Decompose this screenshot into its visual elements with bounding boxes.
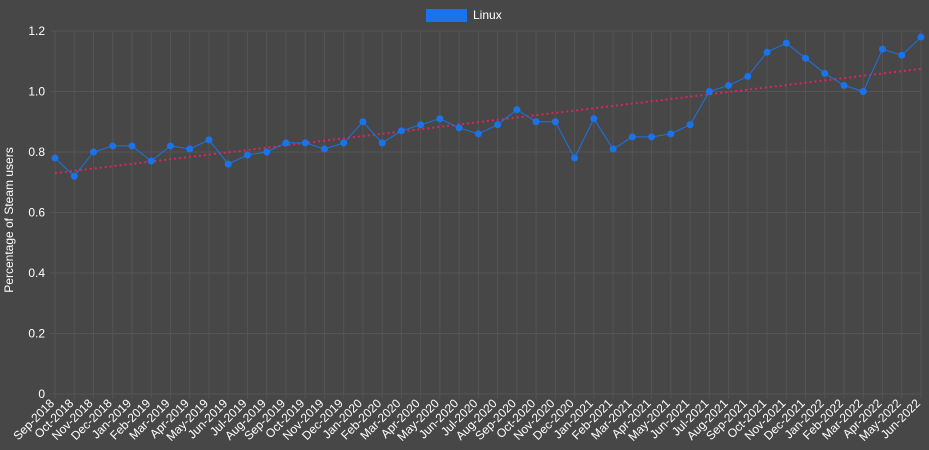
data-point[interactable] [147,157,155,165]
data-point[interactable] [417,121,425,129]
y-tick-label: 0 [38,387,45,401]
data-point[interactable] [186,145,194,153]
legend[interactable]: Linux [426,8,502,22]
data-point[interactable] [551,118,559,126]
y-tick-label: 1.0 [28,85,45,99]
y-tick-label: 0.6 [28,206,45,220]
data-point[interactable] [243,151,251,159]
data-point[interactable] [590,115,598,123]
data-point[interactable] [686,121,694,129]
data-point[interactable] [725,81,733,89]
data-point[interactable] [571,154,579,162]
data-point[interactable] [898,51,906,59]
data-point[interactable] [859,88,867,95]
legend-label-linux: Linux [473,8,502,22]
y-tick-label: 0.4 [28,266,45,280]
y-tick-labels: 0 0.2 0.4 0.6 0.8 1.0 1.2 [28,24,45,401]
legend-swatch-linux [426,9,467,22]
data-point[interactable] [917,33,925,41]
data-point[interactable] [705,88,713,95]
data-point[interactable] [128,142,136,150]
data-point[interactable] [494,121,502,129]
gridlines [50,30,922,399]
y-tick-label: 0.8 [28,145,45,159]
data-point[interactable] [648,133,656,141]
data-point[interactable] [320,145,328,153]
data-point[interactable] [301,139,309,147]
data-point[interactable] [821,69,829,77]
data-point[interactable] [263,148,271,156]
data-point[interactable] [340,139,348,147]
data-point[interactable] [109,142,117,150]
data-point[interactable] [840,81,848,89]
data-point[interactable] [513,106,521,114]
data-point[interactable] [397,127,405,135]
trendline [54,67,922,175]
data-point[interactable] [166,142,174,150]
trendline-layer [54,67,922,175]
data-point[interactable] [378,139,386,147]
data-point[interactable] [802,54,810,62]
data-point[interactable] [89,148,97,156]
data-point[interactable] [70,172,78,180]
data-point[interactable] [224,160,232,168]
data-point[interactable] [782,39,790,47]
data-point[interactable] [455,124,463,132]
data-point[interactable] [532,118,540,126]
data-point[interactable] [667,130,675,138]
series-line-linux [54,36,922,177]
data-point[interactable] [879,45,887,53]
data-point[interactable] [474,130,482,138]
data-point[interactable] [628,133,636,141]
data-point[interactable] [51,154,59,162]
y-axis-label: Percentage of Steam users [2,147,16,292]
y-tick-label: 1.2 [28,24,45,38]
data-point[interactable] [282,139,290,147]
y-tick-label: 0.2 [28,327,45,341]
data-point[interactable] [359,118,367,126]
data-point[interactable] [763,48,771,56]
data-point[interactable] [205,136,213,144]
series-layer [51,33,925,180]
data-point[interactable] [609,145,617,153]
data-point[interactable] [744,72,752,80]
data-point[interactable] [436,115,444,123]
